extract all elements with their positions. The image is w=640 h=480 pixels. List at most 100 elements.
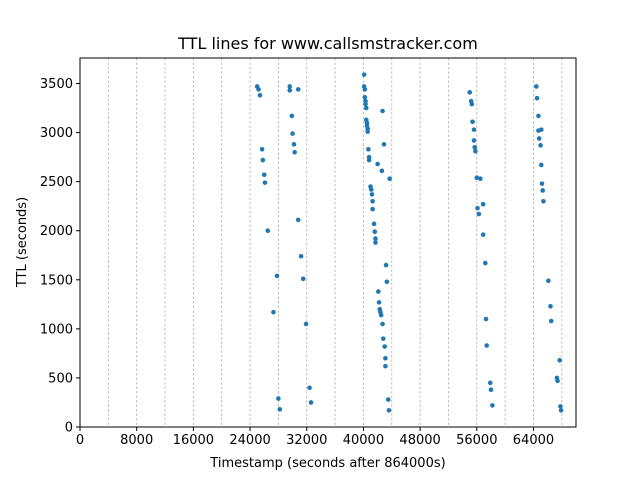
data-point-19 xyxy=(295,217,301,223)
data-point-103 xyxy=(555,378,560,384)
data-point-47 xyxy=(373,236,378,241)
data-point-2 xyxy=(257,92,263,98)
data-point-45 xyxy=(371,221,377,227)
x-tick-label-4: 32000 xyxy=(286,433,327,448)
plot-frame xyxy=(79,57,577,428)
data-point-84 xyxy=(484,343,490,348)
data-point-106 xyxy=(558,408,564,413)
data-point-12 xyxy=(287,84,293,89)
data-point-85 xyxy=(487,380,493,386)
data-point-105 xyxy=(558,404,563,409)
data-point-48 xyxy=(373,240,378,245)
x-axis-label: Timestamp (seconds after 864000s) xyxy=(209,456,445,471)
data-point-11 xyxy=(277,407,283,412)
x-tick-label-8: 64000 xyxy=(513,433,554,448)
y-tick-label-5: 2500 xyxy=(40,175,73,190)
data-point-54 xyxy=(378,312,384,318)
data-point-42 xyxy=(369,192,375,197)
data-point-36 xyxy=(365,129,370,134)
data-point-104 xyxy=(557,357,563,363)
y-axis-label: TTL (seconds) xyxy=(15,197,30,288)
data-point-97 xyxy=(540,188,545,193)
data-point-80 xyxy=(480,201,486,207)
data-point-75 xyxy=(473,148,478,154)
data-point-57 xyxy=(380,108,385,114)
data-point-5 xyxy=(261,172,267,178)
data-point-101 xyxy=(548,318,554,324)
data-point-15 xyxy=(290,131,295,136)
data-point-17 xyxy=(292,149,297,155)
data-point-30 xyxy=(363,101,368,107)
data-point-93 xyxy=(538,143,543,148)
data-point-18 xyxy=(295,87,301,92)
data-point-23 xyxy=(307,385,312,391)
y-tick-label-2: 1000 xyxy=(40,322,73,337)
data-point-20 xyxy=(298,253,304,259)
data-point-67 xyxy=(387,176,392,182)
data-point-7 xyxy=(265,228,271,234)
y-tick-label-3: 1500 xyxy=(40,273,73,288)
data-point-16 xyxy=(291,142,297,147)
data-point-22 xyxy=(303,321,309,327)
data-point-88 xyxy=(534,84,539,89)
data-point-78 xyxy=(476,211,482,217)
data-point-6 xyxy=(262,180,268,185)
data-point-76 xyxy=(474,175,480,181)
data-point-44 xyxy=(370,206,375,212)
data-point-66 xyxy=(386,408,392,413)
data-point-72 xyxy=(471,127,477,132)
data-point-82 xyxy=(483,260,488,266)
y-tick-label-7: 3500 xyxy=(40,77,73,92)
data-point-21 xyxy=(300,276,306,282)
data-point-70 xyxy=(469,101,475,107)
data-point-51 xyxy=(376,300,382,305)
vertical-grid xyxy=(107,58,563,427)
data-point-28 xyxy=(362,94,368,100)
data-points xyxy=(254,72,564,413)
data-point-60 xyxy=(382,344,387,349)
data-point-10 xyxy=(276,396,281,401)
data-point-58 xyxy=(380,336,386,341)
data-point-87 xyxy=(490,403,495,408)
x-tick-label-7: 56000 xyxy=(456,433,497,448)
data-point-89 xyxy=(534,95,540,101)
data-point-68 xyxy=(467,90,473,95)
data-point-96 xyxy=(539,181,545,186)
data-point-62 xyxy=(383,363,388,369)
data-point-90 xyxy=(536,113,541,119)
x-tick-label-0: 0 xyxy=(76,433,84,448)
data-point-27 xyxy=(362,87,368,92)
data-point-14 xyxy=(289,113,295,119)
y-tick-label-4: 2000 xyxy=(40,224,73,239)
data-point-61 xyxy=(383,356,388,361)
y-tick-label-1: 500 xyxy=(48,371,73,386)
data-point-83 xyxy=(483,316,489,322)
x-tick-label-3: 24000 xyxy=(229,433,270,448)
x-tick-label-5: 40000 xyxy=(343,433,384,448)
data-point-46 xyxy=(372,229,378,235)
data-point-13 xyxy=(287,88,293,93)
data-point-99 xyxy=(546,278,551,284)
y-axis-ticks: 0 500 1000 1500 2000 2500 3000 3500 xyxy=(40,77,80,436)
data-point-81 xyxy=(480,232,486,237)
x-axis-ticks: 0 8000 16000 24000 32000 40000 48000 56000 64000 xyxy=(76,427,554,448)
x-tick-label-1: 8000 xyxy=(120,433,153,448)
data-point-1 xyxy=(256,87,261,92)
data-point-41 xyxy=(368,187,374,192)
data-point-95 xyxy=(538,162,544,168)
data-point-98 xyxy=(541,198,546,204)
data-point-63 xyxy=(383,262,389,268)
data-point-3 xyxy=(259,146,265,152)
data-point-24 xyxy=(308,400,314,405)
data-point-25 xyxy=(361,72,367,77)
data-point-50 xyxy=(376,289,381,294)
data-point-92 xyxy=(536,136,542,141)
data-point-71 xyxy=(470,119,475,125)
data-point-86 xyxy=(488,387,494,393)
data-point-39 xyxy=(366,157,372,163)
x-tick-label-6: 48000 xyxy=(399,433,440,448)
data-point-4 xyxy=(260,157,266,163)
data-point-49 xyxy=(375,161,380,167)
